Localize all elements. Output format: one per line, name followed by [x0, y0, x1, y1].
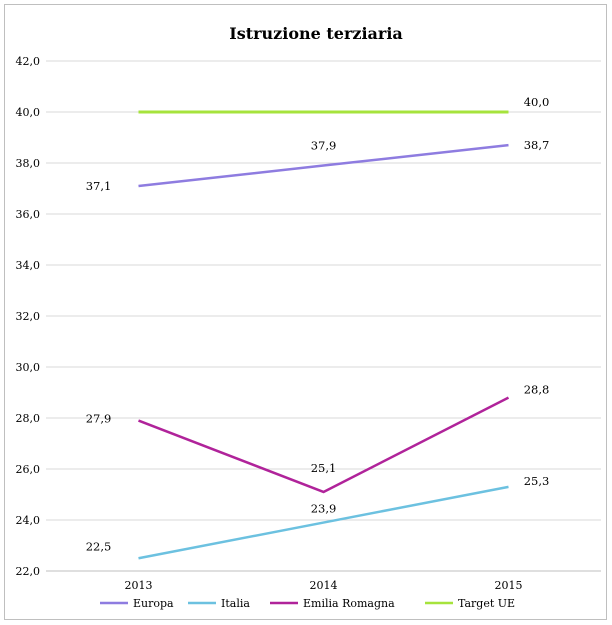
y-tick-label: 30,0: [16, 361, 41, 374]
data-label: 28,8: [524, 383, 550, 397]
series-line-emilia-romagna: [138, 396, 510, 494]
x-tick-label: 2014: [310, 579, 338, 592]
y-tick-label: 26,0: [16, 463, 41, 476]
y-tick-label: 24,0: [16, 514, 41, 527]
gridlines: [46, 60, 601, 572]
legend-label: Emilia Romagna: [303, 597, 395, 610]
x-axis-ticks: 2013 2014 2015: [125, 579, 523, 592]
series-line-italia: [138, 485, 509, 560]
data-labels: 37,1 37,9 38,7 22,5 23,9 25,3 27,9 25,1 28,8 40,0: [86, 95, 550, 553]
data-label: 37,1: [86, 179, 112, 193]
chart-title: Istruzione terziaria: [229, 24, 403, 43]
legend-label: Target UE: [458, 597, 515, 610]
y-tick-label: 40,0: [16, 106, 41, 119]
series-line-europa: [138, 143, 509, 188]
y-tick-label: 22,0: [16, 565, 41, 578]
x-tick-label: 2015: [495, 579, 523, 592]
x-tick-label: 2013: [125, 579, 153, 592]
y-tick-label: 28,0: [16, 412, 41, 425]
chart-frame: Istruzione terziaria 22,0 24,0 26,0 28,0 30,…: [4, 4, 607, 620]
data-label: 37,9: [311, 139, 337, 153]
data-label: 23,9: [311, 502, 337, 516]
y-tick-label: 42,0: [16, 55, 41, 68]
series-lines: [138, 110, 510, 560]
data-label: 25,3: [524, 474, 550, 488]
y-tick-label: 34,0: [16, 259, 41, 272]
data-label: 25,1: [311, 461, 337, 475]
legend-label: Europa: [133, 597, 174, 610]
y-axis-ticks: 22,0 24,0 26,0 28,0 30,0 32,0 34,0 36,0 38,0 40,0…: [16, 55, 41, 578]
line-chart: Istruzione terziaria 22,0 24,0 26,0 28,0 30,…: [16, 24, 601, 610]
y-tick-label: 32,0: [16, 310, 41, 323]
data-label: 22,5: [86, 539, 112, 553]
data-label: 40,0: [524, 95, 550, 109]
y-tick-label: 38,0: [16, 157, 41, 170]
data-label: 38,7: [524, 138, 550, 152]
y-tick-label: 36,0: [16, 208, 41, 221]
data-label: 27,9: [86, 412, 112, 426]
legend: Europa Italia Emilia Romagna Target UE: [100, 597, 515, 610]
legend-label: Italia: [221, 597, 250, 610]
